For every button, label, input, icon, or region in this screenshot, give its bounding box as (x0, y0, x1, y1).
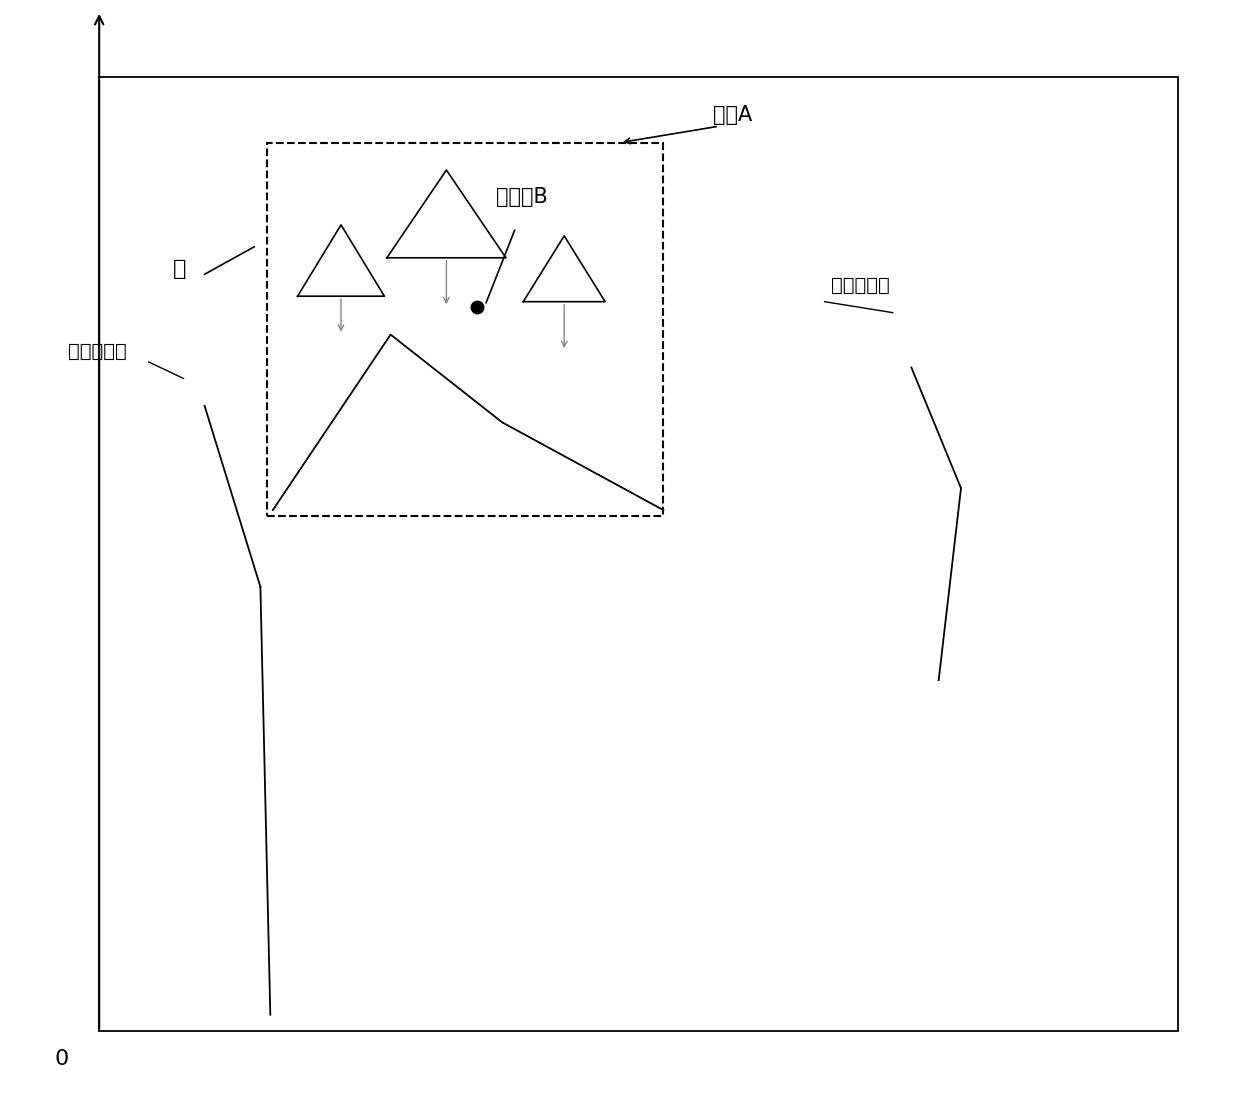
Text: 区域A: 区域A (713, 105, 753, 125)
Text: 车道标识线: 车道标识线 (68, 341, 126, 361)
Text: 0: 0 (55, 1049, 69, 1068)
Text: 山: 山 (174, 259, 186, 279)
Text: 车道标识线: 车道标识线 (831, 275, 889, 295)
Bar (99, 77, 1178, 1031)
Text: 像素点B: 像素点B (496, 188, 548, 207)
Bar (267, 143, 663, 516)
